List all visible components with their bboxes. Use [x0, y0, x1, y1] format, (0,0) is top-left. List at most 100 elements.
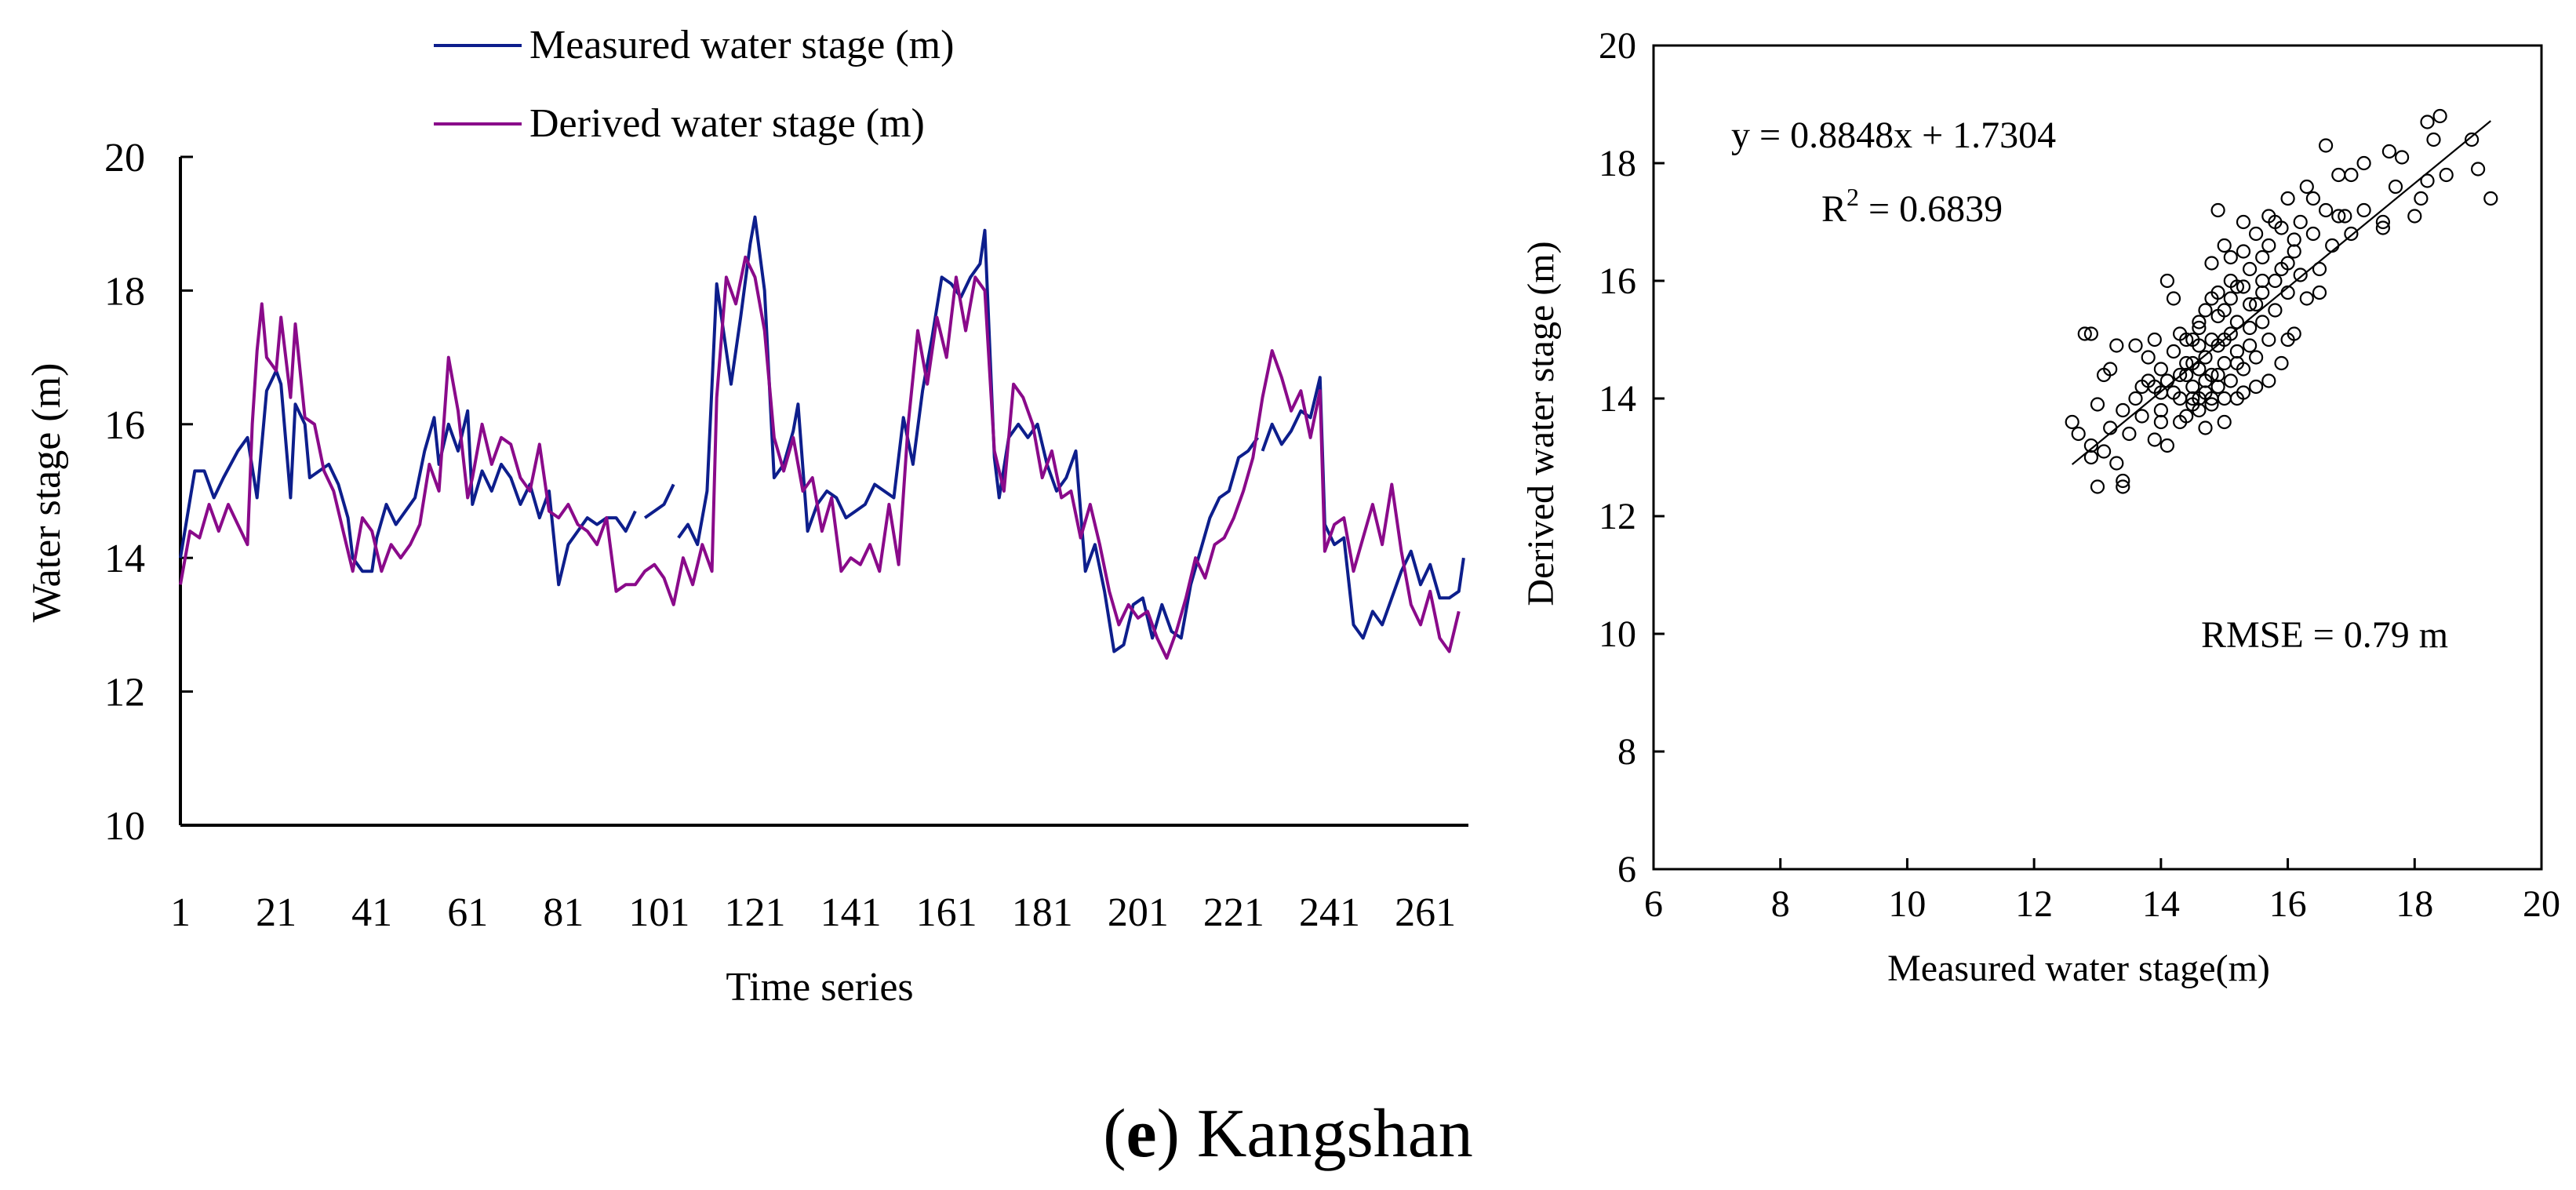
- scatter-point: [2268, 273, 2283, 289]
- scatter-point: [2198, 350, 2213, 365]
- scatter-point: [2116, 402, 2130, 418]
- scatter-point: [2299, 179, 2314, 195]
- scatter-point: [2128, 391, 2143, 406]
- scatter-point: [2236, 214, 2251, 230]
- scatter-point: [2109, 456, 2124, 471]
- scatter-point: [2420, 115, 2435, 129]
- scatter-point: [2083, 438, 2098, 453]
- scatter-point: [2229, 355, 2244, 371]
- scatter-point: [2338, 209, 2352, 224]
- rmse-label: RMSE = 0.79 m: [2201, 614, 2448, 656]
- regression-line: [2071, 120, 2492, 465]
- scatter-point: [2268, 214, 2283, 230]
- scatter-point: [2192, 391, 2207, 406]
- scatter-chart: 6 8 10 12 14 16 18 20 6 8 10 12 14 16 18 20 y = 0.8848x…: [1520, 25, 2560, 989]
- scatter-point: [2210, 367, 2225, 383]
- scatter-point: [2261, 238, 2276, 253]
- scatter-point: [2173, 414, 2188, 430]
- scatter-point: [2103, 362, 2118, 377]
- x-tick-label: 21: [256, 890, 297, 935]
- scatter-point: [2065, 414, 2079, 430]
- r-squared-label: R2 = 0.6839: [1821, 183, 2003, 230]
- scatter-point: [2388, 179, 2403, 195]
- scatter-point: [2090, 397, 2105, 412]
- scatter-point: [2147, 332, 2162, 348]
- time-series-lines: [179, 215, 1465, 660]
- scatter-point: [2255, 273, 2270, 289]
- scatter-point: [2395, 150, 2410, 165]
- scatter-point: [2147, 432, 2162, 447]
- scatter-point: [2223, 291, 2238, 306]
- scatter-point: [2331, 209, 2346, 224]
- scatter-point: [2236, 244, 2251, 259]
- caption-open-paren: (: [1103, 1096, 1126, 1172]
- x-tick-label: 181: [1012, 890, 1073, 935]
- scatter-point: [2153, 362, 2168, 377]
- x-tick-label: 20: [2523, 883, 2560, 925]
- chart-legend: Measured water stage (m) Derived water s…: [434, 23, 954, 146]
- scatter-point: [2153, 402, 2168, 418]
- scatter-point: [2204, 397, 2219, 412]
- scatter-point: [2217, 355, 2232, 371]
- scatter-point: [2210, 202, 2225, 218]
- y-axis-title: Water stage (m): [24, 363, 69, 623]
- scatter-point: [2192, 362, 2207, 377]
- scatter-point: [2356, 202, 2371, 218]
- scatter-point: [2166, 344, 2181, 359]
- scatter-point: [2274, 261, 2289, 277]
- scatter-point: [2375, 214, 2390, 230]
- plot-frame: [1652, 44, 2543, 871]
- scatter-point: [2229, 344, 2244, 359]
- x-tick-label: 161: [916, 890, 977, 935]
- scatter-point: [2223, 249, 2238, 265]
- y-tick-label: 12: [1599, 496, 1636, 537]
- regression-equation: y = 0.8848x + 1.7304: [1731, 115, 2056, 156]
- scatter-point: [2243, 297, 2258, 312]
- scatter-point: [2217, 391, 2232, 406]
- scatter-point: [2293, 267, 2308, 282]
- scatter-point: [2223, 326, 2238, 341]
- scatter-point: [2185, 391, 2200, 406]
- x-tick-label: 201: [1108, 890, 1169, 935]
- x-tick-label: 14: [2142, 883, 2180, 925]
- y-tick-label: 10: [104, 804, 145, 849]
- scatter-point: [2331, 167, 2346, 183]
- scatter-point: [2255, 315, 2270, 329]
- scatter-point: [2305, 191, 2320, 206]
- scatter-point: [2134, 379, 2149, 395]
- measured-series-line: [1261, 376, 1465, 640]
- legend-label-measured: Measured water stage (m): [529, 23, 954, 67]
- x-tick-label: 81: [543, 890, 584, 935]
- scatter-point: [2312, 261, 2327, 277]
- scatter-point: [2192, 315, 2207, 329]
- x-tick-label: 121: [724, 890, 785, 935]
- scatter-point: [2217, 414, 2232, 430]
- scatter-point: [2255, 249, 2270, 265]
- scatter-point: [2153, 414, 2168, 430]
- scatter-point: [2249, 379, 2264, 395]
- scatter-point: [2274, 355, 2289, 371]
- scatter-point: [2249, 226, 2264, 242]
- x-tick-label: 221: [1203, 890, 1264, 935]
- scatter-point: [2159, 438, 2174, 453]
- scatter-point: [2071, 426, 2086, 442]
- scatter-point: [2280, 191, 2295, 206]
- scatter-point: [2268, 303, 2283, 318]
- scatter-point: [2414, 191, 2429, 206]
- scatter-point: [2116, 479, 2130, 494]
- scatter-point: [2204, 291, 2219, 306]
- scatter-point: [2299, 291, 2314, 306]
- scatter-point: [2185, 379, 2200, 395]
- x-tick-label: 61: [447, 890, 488, 935]
- panel-label: e: [1126, 1096, 1157, 1172]
- scatter-point: [2287, 232, 2301, 247]
- scatter-point: [2166, 385, 2181, 400]
- scatter-point: [2375, 220, 2390, 235]
- scatter-point: [2432, 108, 2447, 124]
- x-tick-label: 18: [2396, 883, 2433, 925]
- measured-series-line: [643, 483, 675, 519]
- scatter-point: [2305, 226, 2320, 242]
- scatter-points: [2065, 108, 2498, 494]
